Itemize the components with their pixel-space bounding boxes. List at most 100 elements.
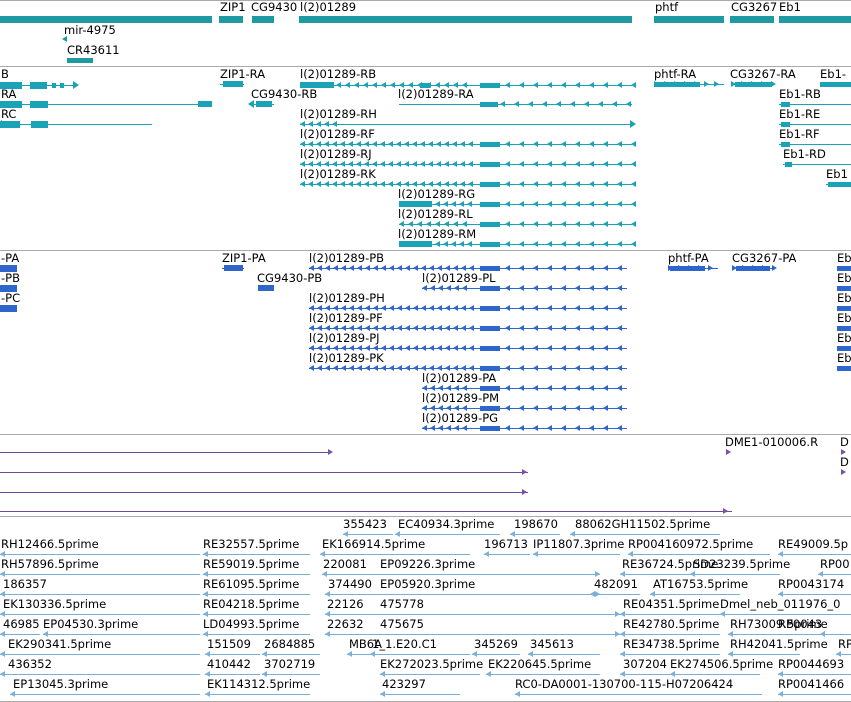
feature-label-l2pg[interactable]: l(2)01289-PG bbox=[422, 411, 499, 425]
feature-label-c18[interactable]: RP00 bbox=[820, 557, 850, 571]
gene-bar[interactable] bbox=[252, 16, 274, 23]
feature-label-c1[interactable]: 355423 bbox=[343, 517, 387, 531]
feature-label-c25[interactable]: RP0043174 bbox=[778, 577, 845, 591]
feature-label-c30[interactable]: RE04351.5prime bbox=[623, 597, 720, 611]
feature-label-c21[interactable]: 374490 bbox=[328, 577, 372, 591]
feature-label-phtfpa[interactable]: phtf-PA bbox=[668, 251, 709, 265]
feature-label-c23[interactable]: 482091 bbox=[594, 577, 638, 591]
feature-label-cg3267pa[interactable]: CG3267-PA bbox=[732, 251, 797, 265]
feature-label-zip1ra[interactable]: ZIP1-RA bbox=[220, 67, 266, 81]
gene-bar[interactable] bbox=[730, 16, 774, 23]
feature-label-l2pb[interactable]: l(2)01289-PB bbox=[309, 251, 385, 265]
feature-label-cr43611[interactable]: CR43611 bbox=[67, 43, 120, 57]
feature-label-l2ra[interactable]: l(2)01289-RA bbox=[398, 87, 474, 101]
feature-label-c48[interactable]: RH42041.5prime bbox=[730, 637, 828, 651]
feature-label-c26[interactable]: EK130336.5prime bbox=[3, 597, 107, 611]
feature-label-c49[interactable]: RP bbox=[838, 637, 851, 651]
feature-label-c32[interactable]: 46985 bbox=[3, 617, 40, 631]
feature-label-c27[interactable]: RE04218.5prime bbox=[203, 597, 300, 611]
feature-label-phtf[interactable]: phtf bbox=[655, 0, 679, 14]
feature-label-eb1re[interactable]: Eb1-RE bbox=[779, 107, 821, 121]
feature-label-pc[interactable]: -PC bbox=[1, 291, 21, 305]
feature-label-c13[interactable]: RE59019.5prime bbox=[203, 557, 300, 571]
feature-label-c45[interactable]: 345269 bbox=[474, 637, 518, 651]
feature-label-c6[interactable]: RE32557.5prime bbox=[203, 537, 300, 551]
feature-label-cg9430pb[interactable]: CG9430-PB bbox=[257, 271, 323, 285]
feature-label-cg9430[interactable]: CG9430 bbox=[251, 0, 298, 14]
feature-label-c53[interactable]: EK272023.5prime bbox=[380, 657, 484, 671]
feature-label-l2pa[interactable]: l(2)01289-PA bbox=[422, 371, 497, 385]
feature-label-c34[interactable]: LD04993.5prime bbox=[203, 617, 300, 631]
feature-label-l2rf[interactable]: l(2)01289-RF bbox=[300, 127, 375, 141]
feature-label-d1[interactable]: D bbox=[840, 435, 849, 449]
feature-label-d2[interactable]: D bbox=[840, 455, 849, 469]
feature-label-eb1[interactable]: Eb1- bbox=[820, 67, 847, 81]
feature-label-ra[interactable]: RA bbox=[1, 87, 17, 101]
feature-label-c52[interactable]: 3702719 bbox=[264, 657, 316, 671]
feature-label-c37[interactable]: RE42780.5prime bbox=[623, 617, 720, 631]
feature-label-c8[interactable]: 196713 bbox=[484, 537, 528, 551]
feature-label-cg3267ra[interactable]: CG3267-RA bbox=[730, 67, 796, 81]
feature-label-phtfra[interactable]: phtf-RA bbox=[654, 67, 697, 81]
feature-label-dme1[interactable]: DME1-010006.R bbox=[725, 435, 819, 449]
feature-label-c54[interactable]: EK220645.5prime bbox=[488, 657, 592, 671]
feature-label-eb1rf[interactable]: Eb1-RF bbox=[779, 127, 820, 141]
feature-label-eb1b[interactable]: Eb bbox=[837, 271, 851, 285]
feature-label-c29[interactable]: 475778 bbox=[380, 597, 424, 611]
feature-label-c60[interactable]: 423297 bbox=[382, 677, 426, 691]
feature-label-c4[interactable]: 88062GH11502.5prime bbox=[575, 517, 711, 531]
feature-label-c58[interactable]: EP13045.3prime bbox=[13, 677, 109, 691]
feature-label-l2rj[interactable]: l(2)01289-RJ bbox=[300, 147, 372, 161]
feature-label-eb1[interactable]: Eb1 bbox=[779, 0, 801, 14]
feature-label-eb1d[interactable]: Eb bbox=[837, 311, 851, 325]
feature-label-l2rh[interactable]: l(2)01289-RH bbox=[300, 107, 377, 121]
feature-label-c62[interactable]: RP0041466 bbox=[778, 677, 845, 691]
feature-label-c28[interactable]: 22126 bbox=[327, 597, 364, 611]
feature-label-c11[interactable]: RE49009.5p bbox=[778, 537, 849, 551]
feature-label-pa[interactable]: -PA bbox=[1, 251, 20, 265]
feature-label-l2pj[interactable]: l(2)01289-PJ bbox=[309, 331, 380, 345]
feature-label-l201289[interactable]: l(2)01289 bbox=[300, 0, 357, 14]
feature-label-c3[interactable]: 198670 bbox=[514, 517, 558, 531]
feature-label-c15[interactable]: EP09226.3prime bbox=[380, 557, 476, 571]
feature-label-c31[interactable]: Dmel_neb_011976_0 bbox=[720, 597, 841, 611]
feature-label-c10[interactable]: RP004160972.5prime bbox=[628, 537, 754, 551]
feature-label-eb1a[interactable]: Eb bbox=[837, 251, 851, 265]
feature-label-c57[interactable]: RP0044693 bbox=[778, 657, 845, 671]
feature-label-c39[interactable]: RP0043 bbox=[778, 617, 823, 631]
feature-label-c7[interactable]: EK166914.5prime bbox=[322, 537, 426, 551]
feature-label-l2ph[interactable]: l(2)01289-PH bbox=[309, 291, 385, 305]
gene-bar[interactable] bbox=[67, 58, 93, 63]
feature-label-c38[interactable]: RH73009.5prime bbox=[730, 617, 828, 631]
feature-label-c43[interactable]: MB6A bbox=[349, 637, 382, 651]
feature-label-eb1rd[interactable]: Eb1-RD bbox=[783, 147, 826, 161]
feature-label-l2rb[interactable]: l(2)01289-RB bbox=[300, 67, 377, 81]
feature-label-cg9430rb[interactable]: CG9430-RB bbox=[251, 87, 318, 101]
gene-bar[interactable] bbox=[0, 16, 212, 23]
feature-label-c42[interactable]: 2684885 bbox=[264, 637, 316, 651]
feature-label-c61[interactable]: RC0-DA0001-130700-115-H07206424 bbox=[515, 677, 734, 691]
feature-label-c14[interactable]: 220081 bbox=[323, 557, 367, 571]
feature-label-c12[interactable]: RH57896.5prime bbox=[1, 557, 99, 571]
feature-label-c9[interactable]: IP11807.3prime bbox=[533, 537, 625, 551]
feature-label-rc[interactable]: RC bbox=[1, 107, 17, 121]
feature-label-l2pk[interactable]: l(2)01289-PK bbox=[309, 351, 384, 365]
feature-label-c2[interactable]: EC40934.3prime bbox=[398, 517, 495, 531]
feature-label-c40[interactable]: EK290341.5prime bbox=[8, 637, 112, 651]
feature-label-c22[interactable]: EP05920.3prime bbox=[380, 577, 476, 591]
feature-label-eb1f[interactable]: Eb bbox=[837, 351, 851, 365]
feature-label-c36[interactable]: 475675 bbox=[380, 617, 424, 631]
feature-label-c17[interactable]: SD23239.5prime bbox=[693, 557, 791, 571]
feature-label-c35[interactable]: 22632 bbox=[327, 617, 364, 631]
feature-label-mir4975[interactable]: mir-4975 bbox=[64, 23, 116, 37]
gene-bar[interactable] bbox=[654, 16, 724, 23]
feature-label-c46[interactable]: 345613 bbox=[530, 637, 574, 651]
feature-label-c47[interactable]: RE34738.5prime bbox=[623, 637, 720, 651]
feature-label-cg3267[interactable]: CG3267 bbox=[731, 0, 778, 14]
gene-bar[interactable] bbox=[219, 16, 243, 23]
feature-label-c55[interactable]: 307204 bbox=[623, 657, 667, 671]
feature-label-zip1pa[interactable]: ZIP1-PA bbox=[222, 251, 266, 265]
feature-label-c56[interactable]: EK274506.5prime bbox=[670, 657, 774, 671]
feature-label-b[interactable]: B bbox=[1, 67, 9, 81]
